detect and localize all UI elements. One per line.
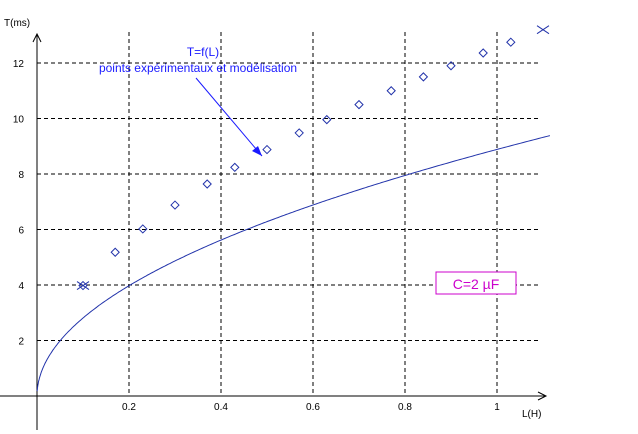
model-curve	[36, 135, 551, 392]
data-point-diamond	[478, 48, 488, 58]
y-tick-label: 4	[18, 281, 24, 292]
y-tick-label: 8	[18, 170, 24, 181]
data-point-diamond	[418, 72, 429, 82]
x-tick-label: 0.2	[122, 402, 136, 413]
y-axis-title: T(ms)	[4, 18, 30, 29]
y-tick-label: 10	[13, 115, 25, 126]
data-point-diamond	[110, 247, 120, 257]
x-tick-label: 0.4	[214, 402, 228, 413]
data-markers	[76, 25, 550, 291]
capacitance-box	[435, 271, 517, 295]
data-point-diamond	[354, 99, 364, 110]
x-axis-title: L(H)	[522, 409, 541, 420]
data-point-diamond	[506, 37, 516, 47]
capacitance-label: C=2 µF	[453, 276, 500, 292]
data-point-cross	[536, 25, 550, 35]
annotation-arrow-head	[252, 146, 262, 156]
cross-stroke	[76, 281, 90, 290]
y-tick-label: 12	[13, 59, 25, 70]
data-point-diamond	[322, 114, 332, 125]
data-point-diamond	[262, 144, 272, 155]
data-point-diamond	[446, 61, 456, 71]
x-tick-label: 0.8	[398, 402, 412, 413]
data-point-diamond	[294, 128, 304, 138]
data-point-diamond	[202, 179, 212, 189]
data-point-diamond	[230, 162, 240, 173]
y-tick-label: 6	[18, 226, 24, 237]
data-point-diamond	[386, 86, 396, 96]
x-tick-label: 0.6	[306, 402, 320, 413]
grid-lines	[37, 32, 540, 396]
x-tick-label: 1	[494, 402, 500, 413]
annotation-subtitle: points expérimentaux et modélisation	[99, 61, 297, 75]
y-axis-arrow	[32, 32, 42, 43]
cross-stroke	[536, 25, 550, 35]
data-point-cross	[76, 281, 90, 290]
y-tick-label: 2	[18, 337, 24, 348]
data-point-diamond	[138, 224, 148, 234]
data-point-diamond	[170, 200, 180, 210]
axes	[0, 32, 548, 430]
annotation-arrow-line	[195, 77, 263, 157]
x-axis-arrow	[537, 391, 548, 401]
annotation-title: T=f(L)	[187, 45, 219, 59]
